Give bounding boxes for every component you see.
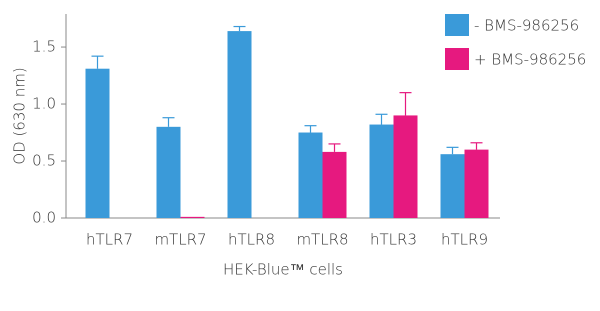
y-axis-label: OD (630 nm) (11, 67, 29, 164)
x-tick-label: hTLR9 (441, 231, 488, 249)
bar (322, 151, 347, 218)
bar (298, 132, 323, 218)
bar (85, 68, 110, 218)
legend-swatch (445, 48, 469, 70)
y-tick-label: 1.5 (32, 38, 56, 56)
x-tick-label: hTLR7 (86, 231, 133, 249)
bar (369, 124, 394, 218)
legend-label: + BMS-986256 (474, 51, 586, 69)
legend-swatch (445, 14, 469, 36)
y-tick-label: 0.5 (32, 152, 56, 170)
x-tick-label: hTLR8 (228, 231, 275, 249)
bar (464, 149, 489, 218)
bar (180, 216, 205, 218)
bar (440, 154, 465, 218)
y-tick-label: 0.0 (32, 209, 56, 227)
x-axis-label: HEK-Blue™ cells (223, 261, 343, 279)
x-tick-label: hTLR3 (370, 231, 417, 249)
y-tick-label: 1.0 (32, 95, 56, 113)
bar (393, 115, 418, 218)
bar (227, 31, 252, 219)
bar (156, 126, 181, 218)
x-tick-label: mTLR8 (296, 231, 348, 249)
legend-label: - BMS-986256 (474, 17, 579, 35)
x-tick-label: mTLR7 (154, 231, 206, 249)
